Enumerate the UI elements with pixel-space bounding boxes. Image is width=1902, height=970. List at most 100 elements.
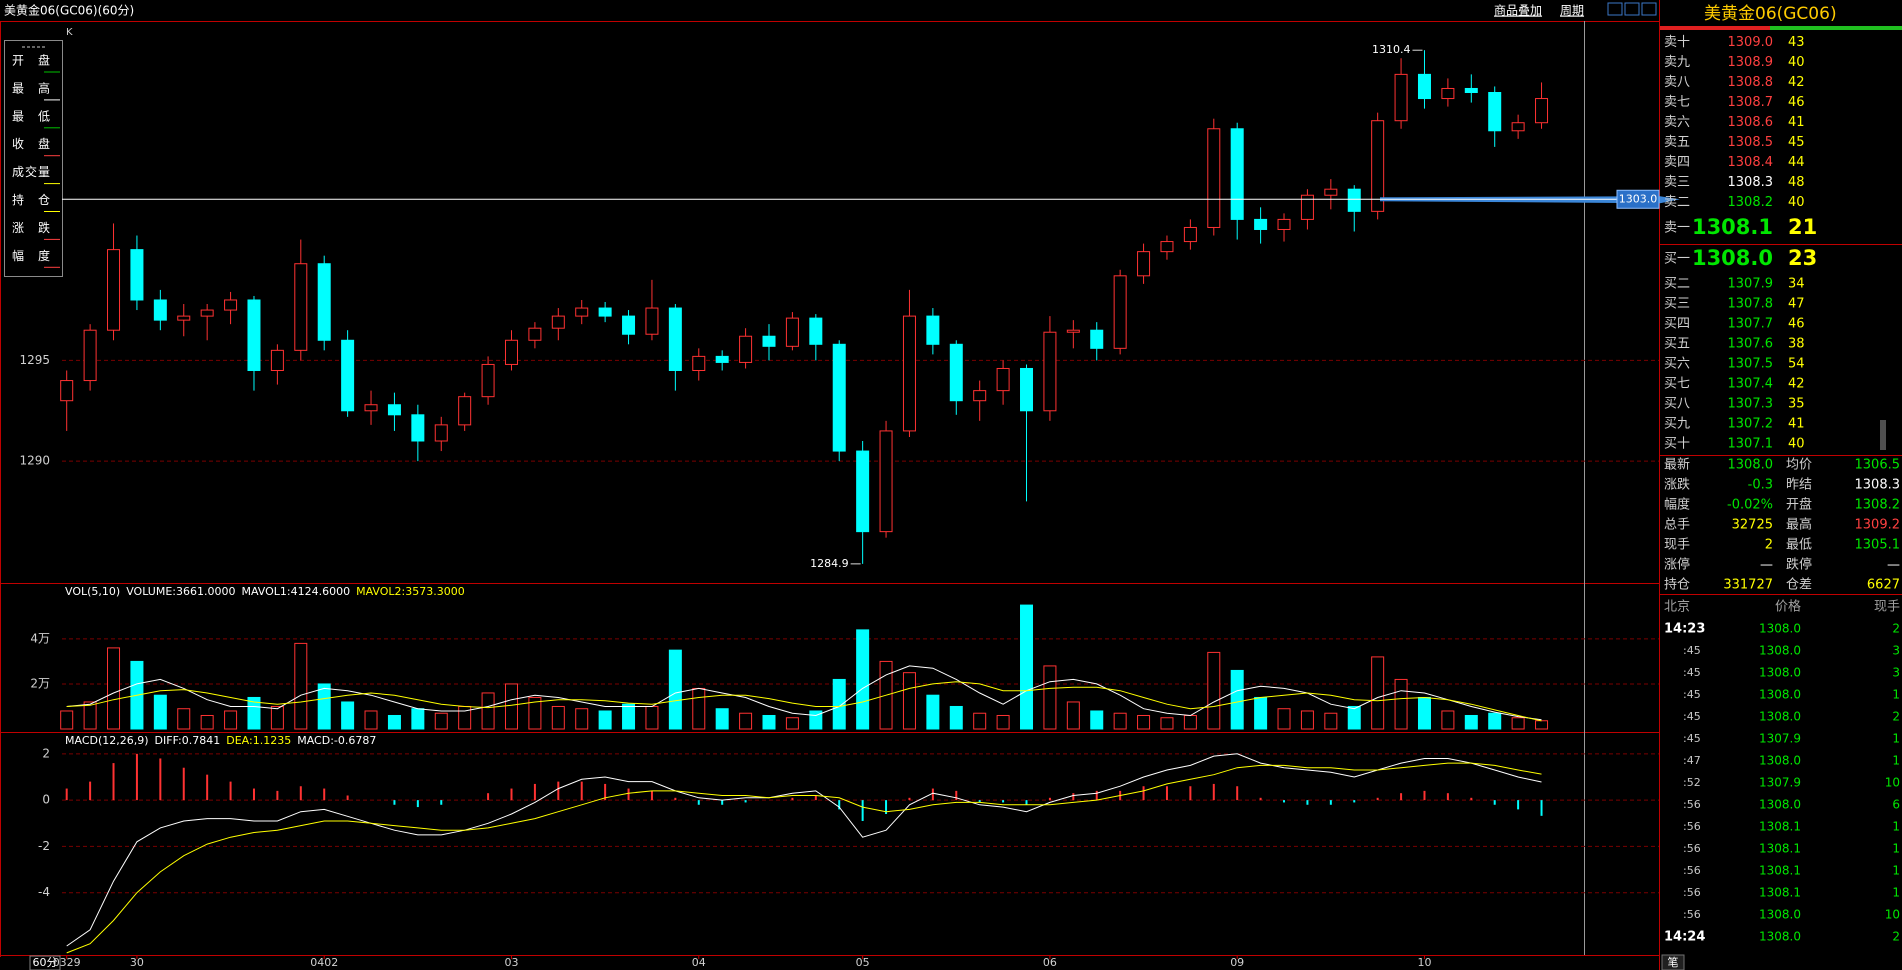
candle-body — [598, 307, 612, 317]
x-tick-label: 10 — [1417, 956, 1431, 969]
crosshair-label: 1303.0 — [1619, 192, 1658, 205]
candle-body — [1300, 194, 1314, 220]
candle-body — [60, 380, 74, 402]
tick-price: 1308.0 — [1759, 688, 1801, 702]
bid-volume: 41 — [1788, 417, 1805, 432]
quote-value: 1305.1 — [1855, 538, 1901, 553]
bid-label: 买六 — [1664, 357, 1690, 372]
button[interactable] — [1641, 2, 1657, 16]
period-link[interactable]: 周期 — [1560, 4, 1584, 18]
overlay-link[interactable]: 商品叠加 — [1494, 3, 1542, 18]
ask-price: 1308.8 — [1728, 75, 1774, 90]
tick-time: 14:24 — [1664, 930, 1705, 945]
y-tick-label: 0 — [42, 793, 50, 807]
ask-price: 1308.4 — [1728, 155, 1774, 170]
volume-bar — [1066, 701, 1080, 730]
quote-value: — — [1887, 558, 1900, 573]
volume-bar — [83, 701, 97, 730]
tick-price: 1308.0 — [1759, 930, 1801, 944]
ask-label: 卖九 — [1664, 55, 1690, 70]
ask-price: 1308.3 — [1728, 175, 1774, 190]
quote-value: 331727 — [1723, 578, 1773, 593]
quote-label: 持仓 — [1664, 578, 1690, 593]
legend-entry: DEA:1.1235 — [226, 734, 291, 747]
volume-bar — [1277, 708, 1291, 730]
tab[interactable] — [1661, 954, 1685, 970]
candle-body — [411, 414, 425, 442]
candle-body — [739, 335, 753, 363]
tick-volume: 2 — [1892, 622, 1900, 636]
candle-body — [1254, 218, 1268, 230]
quote-label: 最新 — [1664, 457, 1690, 473]
tick-price: 1308.1 — [1759, 864, 1801, 878]
bid-price: 1307.8 — [1728, 297, 1774, 312]
candle-body — [996, 367, 1010, 392]
period-box — [29, 955, 61, 970]
ask-label: 卖三 — [1664, 175, 1690, 190]
candle-body — [1417, 73, 1431, 100]
quote-value: — — [1760, 558, 1773, 573]
volume-bar — [411, 708, 425, 730]
candle-body — [504, 339, 518, 365]
volume-bar — [902, 672, 916, 730]
quote-label: 仓差 — [1786, 578, 1812, 593]
candle-body — [856, 450, 870, 533]
ask-label: 卖五 — [1664, 135, 1690, 150]
volume-bar — [317, 683, 331, 730]
candle-body — [294, 263, 308, 351]
quote-label: 开盘 — [1786, 497, 1812, 513]
ask-label: 卖六 — [1664, 115, 1690, 130]
tick-volume: 1 — [1892, 864, 1900, 878]
tick-volume: 2 — [1892, 710, 1900, 724]
tick-volume: 2 — [1892, 930, 1900, 944]
candle-body — [1511, 122, 1525, 132]
candle-body — [645, 307, 659, 335]
info-label: 成交量 — [12, 164, 50, 179]
ask-volume: 45 — [1788, 135, 1805, 150]
candle-body — [177, 315, 191, 321]
tick-time: :56 — [1683, 908, 1701, 921]
volume-bar — [575, 708, 589, 730]
info-box — [4, 40, 63, 277]
volume-bar — [387, 714, 401, 730]
bid-label: 买五 — [1664, 337, 1690, 352]
button[interactable] — [1607, 2, 1623, 16]
period-label: 60分 — [33, 956, 58, 969]
bid-price: 1307.7 — [1728, 317, 1774, 332]
volume-bar — [60, 710, 74, 730]
scrollbar[interactable] — [1880, 420, 1886, 450]
quote-label: 现手 — [1664, 538, 1690, 553]
ratio-bar-red — [1660, 26, 1770, 30]
candle-body — [528, 327, 542, 341]
tick-price: 1308.0 — [1759, 754, 1801, 768]
button[interactable] — [1624, 2, 1640, 16]
ask-volume: 43 — [1788, 35, 1805, 50]
tick-price: 1308.0 — [1759, 666, 1801, 680]
ask-label: 卖二 — [1664, 195, 1690, 210]
tick-time: :47 — [1683, 754, 1701, 767]
volume-bar — [504, 683, 518, 730]
candle-body — [481, 363, 495, 398]
bid-label: 买二 — [1664, 277, 1690, 292]
tick-time: :45 — [1683, 666, 1701, 679]
ask-volume: 41 — [1788, 115, 1805, 130]
tick-volume: 1 — [1892, 688, 1900, 702]
volume-bar — [1207, 651, 1221, 730]
tab-label[interactable]: 笔 — [1668, 955, 1679, 969]
ma-line — [66, 665, 1542, 721]
candle-body — [1090, 329, 1104, 349]
ask-label: 卖七 — [1664, 95, 1690, 110]
bid-price: 1307.3 — [1728, 397, 1774, 412]
candle-body — [575, 307, 589, 317]
volume-bar — [434, 712, 448, 730]
volume-bar — [1441, 710, 1455, 730]
volume-bar — [1324, 712, 1338, 730]
volume-bar — [785, 717, 799, 730]
legend-entry: MAVOL2:3573.3000 — [356, 585, 465, 598]
volume-bar — [247, 696, 261, 730]
x-tick-label: 09 — [1230, 956, 1244, 969]
window-buttons[interactable] — [1607, 2, 1657, 16]
volume-bar — [645, 705, 659, 730]
